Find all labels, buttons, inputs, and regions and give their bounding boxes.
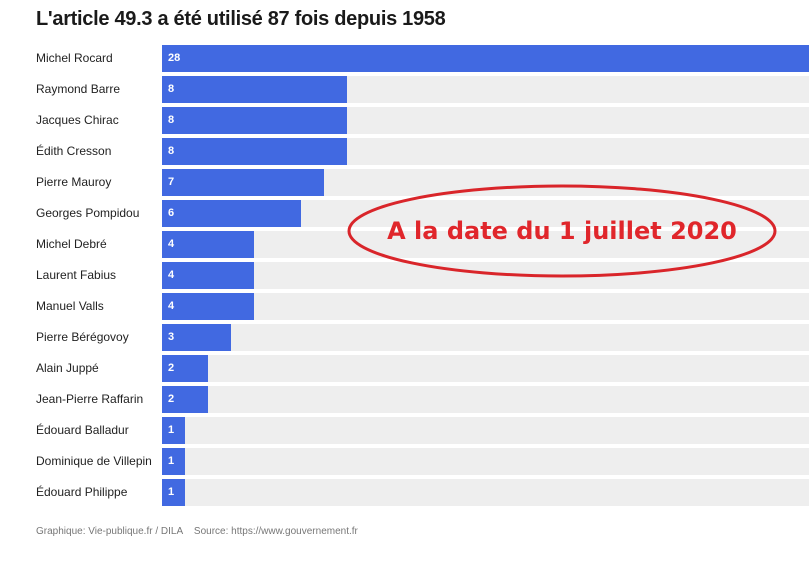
category-label: Raymond Barre: [36, 82, 121, 96]
bar: 6: [162, 200, 301, 227]
bar-value-label: 8: [168, 83, 175, 95]
bar-value-label: 28: [168, 52, 181, 64]
bar-value-label: 1: [168, 455, 175, 467]
bar-row: Manuel Valls 4: [0, 293, 809, 320]
category-label: Michel Rocard: [36, 51, 113, 65]
bar-row: Pierre Bérégovoy 3: [0, 324, 809, 351]
bar-row: Georges Pompidou 6: [0, 200, 809, 227]
bar-track: 1: [162, 448, 809, 475]
bar-value-label: 1: [168, 486, 175, 498]
bar-row: Jacques Chirac 8: [0, 107, 809, 134]
bar-track: 8: [162, 107, 809, 134]
footer-credit: Graphique: Vie-publique.fr / DILA: [36, 526, 184, 537]
bar-row: Jean-Pierre Raffarin 2: [0, 386, 809, 413]
bar-track: 3: [162, 324, 809, 351]
category-label: Édith Cresson: [36, 144, 112, 158]
category-label: Alain Juppé: [36, 361, 99, 375]
annotation-ellipse: [347, 184, 777, 278]
bar-value-label: 6: [168, 207, 175, 219]
bar-row: Édouard Philippe 1: [0, 479, 809, 506]
bar-row: Raymond Barre 8: [0, 76, 809, 103]
bar-track: 6: [162, 200, 809, 227]
bar-track: 2: [162, 355, 809, 382]
bar: 8: [162, 138, 347, 165]
bar-track: 8: [162, 138, 809, 165]
bar-value-label: 2: [168, 362, 175, 374]
bar-value-label: 1: [168, 424, 175, 436]
bar: 4: [162, 231, 255, 258]
bar-track: 28: [162, 45, 809, 72]
bar: 1: [162, 479, 186, 506]
footer-source: Source: https://www.gouvernement.fr: [193, 526, 358, 537]
bar-track: 2: [162, 386, 809, 413]
bar-row: Pierre Mauroy 7: [0, 169, 809, 196]
category-label: Michel Debré: [36, 237, 107, 251]
bar-value-label: 4: [168, 269, 175, 281]
category-label: Jean-Pierre Raffarin: [36, 392, 144, 406]
bar: 4: [162, 262, 255, 289]
category-label: Manuel Valls: [36, 299, 104, 313]
bar-value-label: 2: [168, 393, 175, 405]
bar-row: Édouard Balladur 1: [0, 417, 809, 444]
bar: 1: [162, 448, 186, 475]
bar: 7: [162, 169, 324, 196]
bar-track: 1: [162, 479, 809, 506]
category-label: Georges Pompidou: [36, 206, 140, 220]
bar-track: 7: [162, 169, 809, 196]
bar-row: Dominique de Villepin 1: [0, 448, 809, 475]
bar: 28: [162, 45, 809, 72]
category-label: Pierre Mauroy: [36, 175, 112, 189]
bar-value-label: 4: [168, 300, 175, 312]
bar: 8: [162, 76, 347, 103]
bar: 1: [162, 417, 186, 444]
category-label: Édouard Balladur: [36, 423, 129, 437]
bar-track: 4: [162, 231, 809, 258]
bar-row: Michel Rocard 28: [0, 45, 809, 72]
bar-value-label: 3: [168, 331, 175, 343]
category-label: Édouard Philippe: [36, 485, 128, 499]
bar-track: 8: [162, 76, 809, 103]
bar-value-label: 8: [168, 145, 175, 157]
bar: 2: [162, 355, 209, 382]
bar: 2: [162, 386, 209, 413]
chart-title: L'article 49.3 a été utilisé 87 fois dep…: [36, 8, 446, 30]
date-annotation: A la date du 1 juillet 2020: [346, 183, 778, 279]
bar-value-label: 7: [168, 176, 175, 188]
bar-track: 1: [162, 417, 809, 444]
chart-footer: Graphique: Vie-publique.fr / DILA Source…: [36, 526, 366, 537]
category-label: Dominique de Villepin: [36, 454, 152, 468]
bar-row: Michel Debré 4: [0, 231, 809, 258]
bar: 4: [162, 293, 255, 320]
bar-value-label: 8: [168, 114, 175, 126]
category-label: Laurent Fabius: [36, 268, 117, 282]
bar: 3: [162, 324, 232, 351]
bar-track: 4: [162, 293, 809, 320]
bar: 8: [162, 107, 347, 134]
category-label: Pierre Bérégovoy: [36, 330, 129, 344]
annotation-text: A la date du 1 juillet 2020: [387, 217, 737, 245]
bar-row: Alain Juppé 2: [0, 355, 809, 382]
category-label: Jacques Chirac: [36, 113, 119, 127]
bar-value-label: 4: [168, 238, 175, 250]
bar-row: Édith Cresson 8: [0, 138, 809, 165]
